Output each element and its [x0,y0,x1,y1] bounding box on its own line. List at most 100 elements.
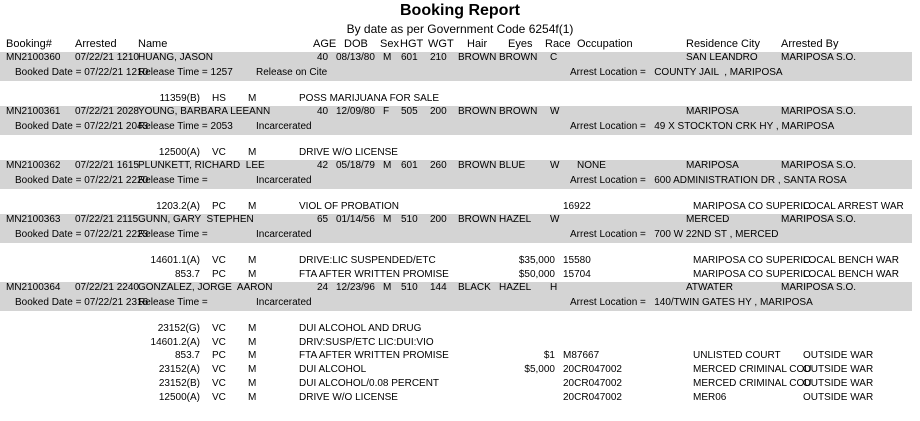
name: GONZALEZ, JORGE AARON [138,281,273,293]
sex: M [383,160,392,171]
race: H [550,281,558,293]
residence-city: SAN LEANDRO [686,52,758,63]
charge-level: M [248,322,257,334]
residence-city: ATWATER [686,281,734,293]
release-type: Incarcerated [256,175,312,186]
charge-description: DUI ALCOHOL [299,364,367,376]
charge-bail: $1 [543,350,555,362]
charge-warrant: OUTSIDE WAR [803,364,874,376]
race: C [550,52,558,63]
age: 40 [317,52,329,63]
arrested: 07/22/21 2240 [75,281,139,293]
booking: MN2100360 [6,52,61,63]
release-time: Release Time = [138,175,208,186]
eyes: HAZEL [499,281,532,293]
charge-case: 20CR047002 [563,391,622,403]
eyes: BROWN [499,52,538,63]
hair: BROWN [458,52,497,63]
charge-level: M [248,201,257,212]
charge-level: M [248,336,257,348]
name: GUNN, GARY STEPHEN [138,214,254,225]
charge-level: M [248,93,257,104]
charge-description: DRIV:SUSP/ETC LIC:DUI:VIO [299,336,434,348]
column-header: Race [545,38,571,50]
arrested: 07/22/21 2115 [75,214,139,225]
charge-court: MARIPOSA CO SUPERIC [693,201,811,212]
wgt: 210 [430,52,447,63]
occupation: NONE [577,160,606,171]
charge-warrant: OUTSIDE WAR [803,378,874,389]
charge-warrant: OUTSIDE WAR [803,350,874,362]
arrested: 07/22/21 1210 [75,52,139,63]
residence-city: MERCED [686,214,730,225]
release-time: Release Time = 2053 [138,121,233,132]
arrest-location: Arrest Location = 140/TWIN GATES HY , MA… [570,296,813,308]
charge-description: DUI ALCOHOL/0.08 PERCENT [299,378,440,389]
hair: BLACK [458,281,491,293]
eyes: BLUE [499,160,526,171]
race: W [550,106,560,117]
race: W [550,160,560,171]
age: 40 [317,106,329,117]
charge-description: DRIVE:LIC SUSPENDED/ETC [299,255,436,266]
charge-code: 12500(A) [158,391,200,403]
charge-type: VC [212,378,226,389]
column-header: WGT [428,38,454,50]
title: Booking Report [400,2,520,19]
hair: BROWN [458,214,497,225]
charge-type: VC [212,322,226,334]
release-type: Incarcerated [256,121,312,132]
arrested-by: MARIPOSA S.O. [781,281,857,293]
charge-court: MARIPOSA CO SUPERIC [693,268,811,280]
eyes: BROWN [499,106,538,117]
charge-code: 853.7 [174,268,200,280]
record-band [0,52,912,81]
arrest-location: Arrest Location = 49 X STOCKTON CRK HY ,… [570,121,835,132]
charge-case: 16922 [563,201,591,212]
arrest-location: Arrest Location = 700 W 22ND ST , MERCED [570,229,779,240]
wgt: 260 [430,160,447,171]
charge-case: 20CR047002 [563,378,622,389]
column-header: Residence City [686,38,760,50]
charge-type: PC [212,350,226,362]
charge-code: 23152(B) [158,378,200,389]
charge-description: VIOL OF PROBATION [299,201,400,212]
sex: M [383,281,392,293]
charge-bail: $35,000 [518,255,555,266]
name: YOUNG, BARBARA LEEANN [138,106,271,117]
booked-date: Booked Date = 07/22/21 2223 [15,229,149,240]
charge-bail: $5,000 [524,364,555,376]
charge-code: 853.7 [174,350,200,362]
release-type: Release on Cite [256,67,328,78]
charge-court: MERCED CRIMINAL COU [693,378,812,389]
charge-case: 15704 [563,268,591,280]
charge-description: DRIVE W/O LICENSE [299,147,398,158]
charge-case: 20CR047002 [563,364,622,376]
hgt: 510 [401,281,418,293]
charge-code: 14601.1(A) [150,255,200,266]
arrest-location: Arrest Location = COUNTY JAIL , MARIPOSA [570,67,783,78]
name: PLUNKETT, RICHARD LEE [138,160,265,171]
charge-level: M [248,255,257,266]
record-band [0,281,912,311]
sex: M [383,52,392,63]
charge-type: VC [212,391,226,403]
arrested: 07/22/21 2028 [75,106,139,117]
column-header: Arrested [75,38,117,50]
charge-code: 23152(G) [157,322,200,334]
hair: BROWN [458,160,497,171]
charge-court: MARIPOSA CO SUPERIC [693,255,811,266]
charge-level: M [248,378,257,389]
charge-type: PC [212,201,226,212]
charge-court: MER06 [693,391,727,403]
residence-city: MARIPOSA [686,160,739,171]
charge-level: M [248,391,257,403]
sex: M [383,214,392,225]
wgt: 200 [430,106,447,117]
age: 65 [317,214,329,225]
hgt: 601 [401,52,418,63]
charge-type: VC [212,147,226,158]
charge-level: M [248,268,257,280]
column-header: Eyes [508,38,533,50]
